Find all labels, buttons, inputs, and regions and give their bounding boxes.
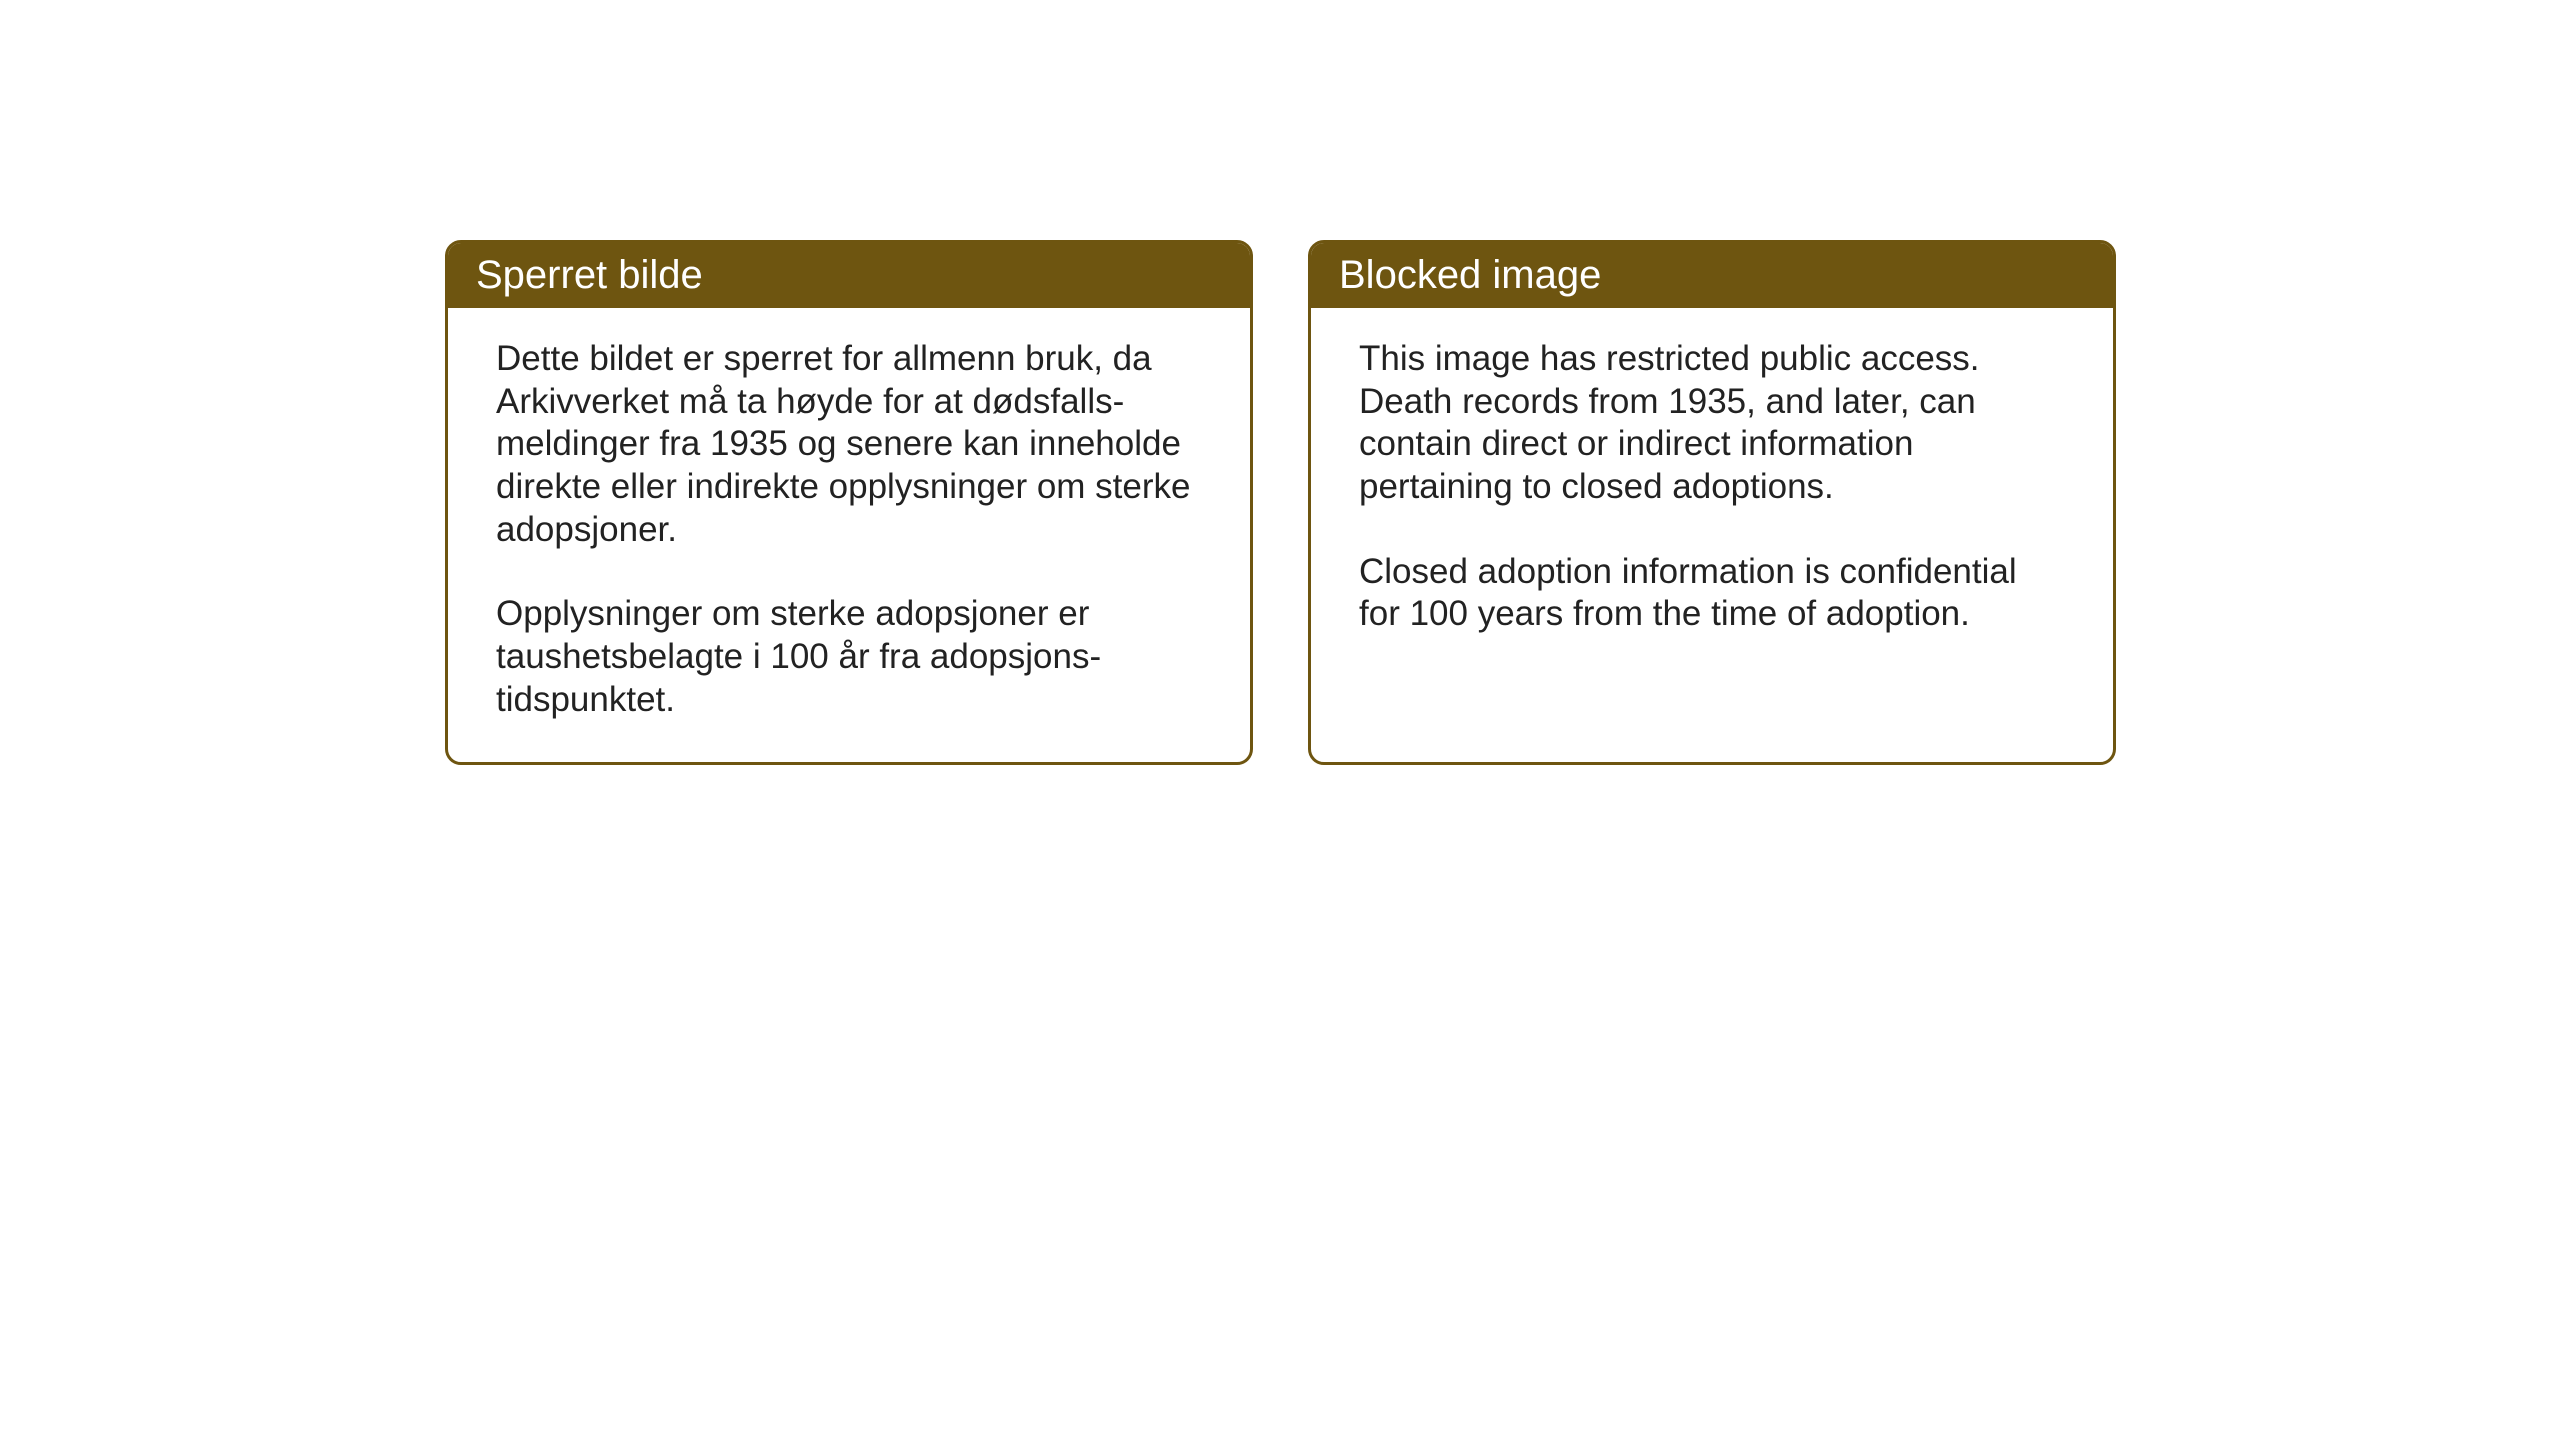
card-english-body: This image has restricted public access.…	[1311, 308, 2113, 676]
card-english-title: Blocked image	[1339, 253, 1601, 297]
card-norwegian: Sperret bilde Dette bildet er sperret fo…	[445, 240, 1253, 765]
card-norwegian-paragraph-1: Dette bildet er sperret for allmenn bruk…	[496, 338, 1202, 551]
card-english-paragraph-1: This image has restricted public access.…	[1359, 338, 2065, 509]
cards-container: Sperret bilde Dette bildet er sperret fo…	[445, 240, 2116, 765]
card-norwegian-body: Dette bildet er sperret for allmenn bruk…	[448, 308, 1250, 762]
card-english-paragraph-2: Closed adoption information is confident…	[1359, 551, 2065, 636]
card-norwegian-title: Sperret bilde	[476, 253, 703, 297]
card-norwegian-header: Sperret bilde	[448, 243, 1250, 308]
card-english-header: Blocked image	[1311, 243, 2113, 308]
card-english: Blocked image This image has restricted …	[1308, 240, 2116, 765]
card-norwegian-paragraph-2: Opplysninger om sterke adopsjoner er tau…	[496, 593, 1202, 721]
